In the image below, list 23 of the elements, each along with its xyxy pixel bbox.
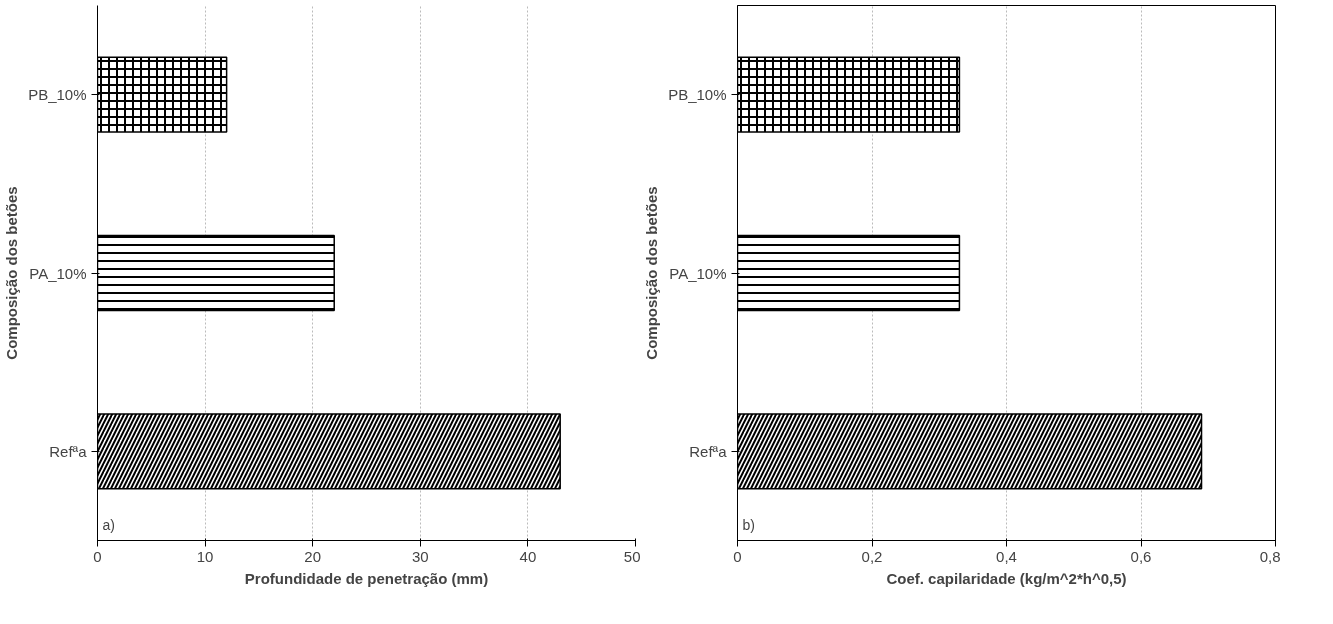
y-axis-title: Composição dos betões bbox=[3, 186, 21, 360]
x-tick-label: 20 bbox=[304, 547, 322, 565]
y-tick-label: Refªa bbox=[49, 442, 88, 460]
x-tick-label: 0,6 bbox=[1130, 547, 1152, 565]
y-tick-label: Refªa bbox=[689, 442, 728, 460]
y-tick-label: PB_10% bbox=[668, 86, 727, 104]
y-axis-title: Composição dos betões bbox=[643, 186, 661, 360]
x-tick-label: 0,4 bbox=[996, 547, 1017, 565]
x-axis-title: Coef. capilaridade (kg/m^2*h^0,5) bbox=[886, 569, 1127, 587]
x-tick-label: 40 bbox=[519, 547, 537, 565]
x-tick-label: 10 bbox=[196, 547, 214, 565]
x-tick-label: 0 bbox=[733, 547, 742, 565]
x-tick-label: 50 bbox=[623, 547, 641, 565]
x-tick-label: 0 bbox=[93, 547, 102, 565]
x-axis-title: Profundidade de penetração (mm) bbox=[244, 569, 489, 587]
annotation: a) bbox=[102, 516, 115, 533]
y-tick-label: PA_10% bbox=[29, 264, 87, 282]
x-tick-label: 0,2 bbox=[861, 547, 883, 565]
x-tick-label: 0,8 bbox=[1259, 547, 1281, 565]
y-tick-label: PA_10% bbox=[669, 264, 727, 282]
annotation: b) bbox=[742, 516, 755, 533]
y-tick-label: PB_10% bbox=[28, 86, 87, 104]
x-tick-label: 30 bbox=[411, 547, 429, 565]
